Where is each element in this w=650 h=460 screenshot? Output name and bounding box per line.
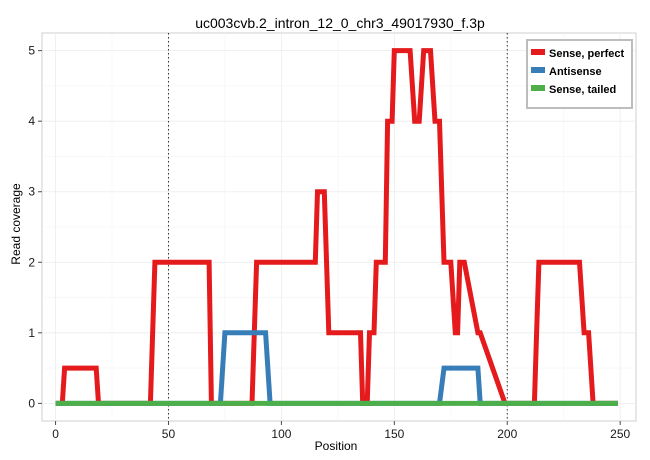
legend-swatch-1 <box>531 67 545 73</box>
x-tick-label: 150 <box>384 427 404 441</box>
legend-box <box>526 39 633 109</box>
x-tick-label: 100 <box>271 427 291 441</box>
legend-swatch-2 <box>531 85 545 91</box>
y-tick-label: 3 <box>28 185 35 199</box>
legend-swatch-0 <box>531 49 545 55</box>
x-tick-label: 250 <box>610 427 630 441</box>
y-tick-label: 2 <box>28 255 35 269</box>
x-axis-title: Position <box>315 439 358 453</box>
series-layer <box>55 48 618 406</box>
y-tick-label: 0 <box>28 396 35 410</box>
y-tick-label: 5 <box>28 44 35 58</box>
y-axis-title: Read coverage <box>9 183 23 265</box>
y-tick-label: 1 <box>28 326 35 340</box>
legend-label-0: Sense, perfect <box>549 48 625 60</box>
legend-label-2: Sense, tailed <box>549 84 616 96</box>
x-tick-label: 0 <box>52 427 59 441</box>
y-tick-label: 4 <box>28 114 35 128</box>
x-tick-label: 200 <box>497 427 517 441</box>
legend: Sense, perfect Antisense Sense, tailed <box>526 39 633 109</box>
reference-lines <box>167 33 508 421</box>
x-tick-label: 50 <box>162 427 176 441</box>
chart-title: uc003cvb.2_intron_12_0_chr3_49017930_f.3… <box>195 15 485 31</box>
legend-label-1: Antisense <box>549 66 602 78</box>
tick-layer: 0 50 100 150 200 250 0 1 2 3 4 5 <box>28 44 630 441</box>
